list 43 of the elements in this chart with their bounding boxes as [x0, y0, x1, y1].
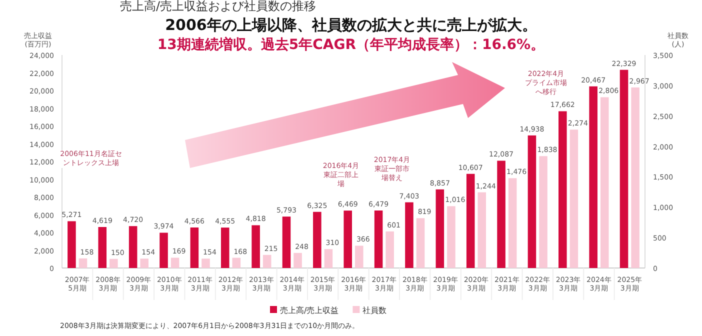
bar [620, 70, 628, 268]
bar [558, 111, 567, 268]
chart-title: 売上高/売上収益および社員数の推移 [120, 0, 316, 13]
bar [497, 160, 506, 268]
bar [355, 246, 364, 268]
bar [202, 258, 210, 268]
bar [190, 227, 199, 268]
bar [478, 192, 486, 268]
bar [220, 228, 230, 268]
bar [294, 252, 302, 268]
bar [405, 202, 414, 268]
text: 13期連続増収。過去5年CAGR（年平均成長率）：16.6%。 [157, 36, 545, 53]
bar [631, 87, 640, 268]
chart-subtitle: 2006年の上場以降、社員数の拡大と共に売上が拡大。 [165, 16, 537, 34]
bar [344, 210, 352, 268]
bar [570, 130, 578, 268]
bar [447, 206, 456, 268]
legend-label: 社員数 [362, 306, 387, 315]
bar [508, 178, 517, 268]
bar [170, 258, 180, 268]
legend-label: 売上高/売上収益 [280, 306, 339, 315]
bar [110, 258, 118, 268]
bar [374, 210, 383, 268]
bar [466, 174, 475, 268]
bar [282, 216, 291, 268]
bar [436, 189, 444, 268]
bar [140, 258, 148, 268]
bar [252, 225, 260, 268]
bar [78, 258, 88, 268]
bar [324, 249, 333, 268]
bar [528, 135, 536, 268]
bar [313, 212, 322, 268]
bar [539, 156, 548, 268]
bar [262, 254, 272, 268]
bar [128, 226, 138, 268]
bar [416, 218, 425, 268]
bar [386, 231, 394, 268]
bar [232, 258, 241, 268]
bar [600, 97, 609, 268]
bar [98, 227, 107, 268]
bar [68, 221, 76, 268]
bar [589, 86, 598, 268]
bar [160, 232, 168, 268]
